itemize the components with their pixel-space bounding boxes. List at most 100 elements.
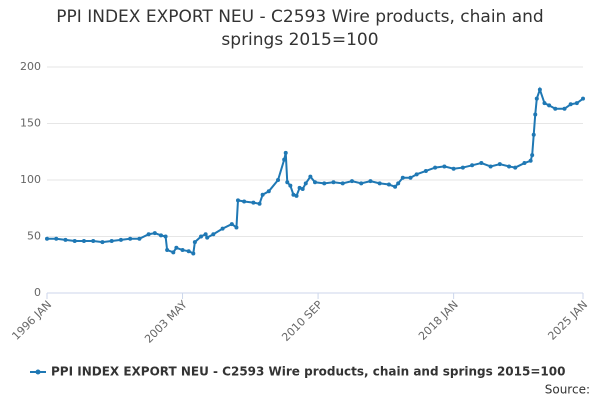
point [285, 180, 290, 185]
point [291, 192, 296, 197]
x-tick-label: 2010 SEP [279, 298, 325, 344]
point [118, 237, 123, 242]
point [152, 231, 157, 236]
legend-marker [35, 369, 41, 375]
point [288, 183, 293, 188]
point [297, 185, 302, 190]
point [568, 102, 573, 107]
point [488, 164, 493, 169]
point [313, 180, 317, 185]
point [283, 150, 288, 155]
point [534, 96, 539, 101]
point [530, 153, 535, 158]
y-tick-label: 0 [34, 286, 41, 299]
point [180, 248, 185, 253]
point [497, 162, 502, 167]
point [282, 157, 287, 162]
series-line [47, 86, 584, 255]
point [460, 165, 465, 170]
point [205, 235, 210, 240]
point [386, 182, 391, 187]
legend-label: PPI INDEX EXPORT NEU - C2593 Wire produc… [51, 365, 565, 379]
point [581, 96, 585, 101]
point [137, 236, 142, 241]
point [513, 165, 518, 170]
point [91, 239, 96, 244]
point [109, 239, 114, 244]
x-tick-label: 2025 JAN [545, 298, 590, 343]
point [163, 234, 168, 239]
point [211, 232, 216, 237]
point [433, 165, 438, 170]
point [235, 198, 240, 203]
point [234, 225, 239, 230]
y-tick-label: 100 [20, 173, 41, 186]
point [322, 181, 327, 186]
point [396, 181, 401, 186]
point [442, 164, 447, 169]
point [45, 236, 49, 241]
point [171, 250, 176, 255]
point [368, 179, 373, 184]
source: Source: [545, 383, 590, 397]
point [260, 192, 265, 197]
point [276, 178, 281, 182]
point [537, 87, 542, 92]
y-tick-label: 150 [20, 117, 41, 130]
point [192, 240, 197, 245]
y-tick-label: 200 [20, 60, 41, 73]
point [146, 232, 151, 237]
point [308, 174, 313, 179]
point [531, 132, 536, 137]
point [528, 158, 533, 163]
point [257, 201, 262, 206]
point [199, 234, 204, 239]
point [400, 175, 405, 180]
point [451, 166, 456, 171]
point [562, 106, 567, 111]
point [507, 164, 512, 169]
point [266, 189, 271, 194]
point [553, 106, 558, 111]
point [203, 232, 208, 237]
point [294, 193, 299, 198]
point [186, 249, 191, 254]
point [63, 237, 68, 242]
point [542, 101, 547, 106]
point [100, 240, 105, 245]
point [470, 163, 475, 168]
y-tick-label: 50 [27, 230, 41, 243]
point [81, 239, 86, 244]
x-tick-label: 2018 JAN [416, 298, 461, 343]
x-tick-label: 1996 JAN [9, 298, 54, 343]
point [393, 184, 398, 189]
point [72, 239, 77, 244]
point [414, 172, 419, 177]
point [242, 199, 247, 204]
point [54, 236, 59, 241]
point [220, 226, 225, 231]
point [251, 200, 256, 205]
point [377, 181, 382, 186]
point [191, 251, 196, 256]
point [174, 245, 179, 250]
point [340, 181, 345, 186]
point [423, 168, 428, 173]
x-tick-label: 2003 MAY [142, 298, 190, 346]
point [522, 161, 527, 166]
point [158, 233, 163, 238]
point [165, 248, 170, 253]
point [574, 101, 579, 106]
chart-title: PPI INDEX EXPORT NEU - C2593 Wire produc… [56, 7, 544, 50]
point [408, 175, 413, 180]
point [331, 180, 336, 185]
point [359, 181, 364, 186]
point [533, 112, 538, 117]
point [303, 181, 308, 186]
point [479, 161, 484, 166]
point [300, 187, 305, 192]
point [349, 179, 354, 184]
point [128, 236, 133, 241]
